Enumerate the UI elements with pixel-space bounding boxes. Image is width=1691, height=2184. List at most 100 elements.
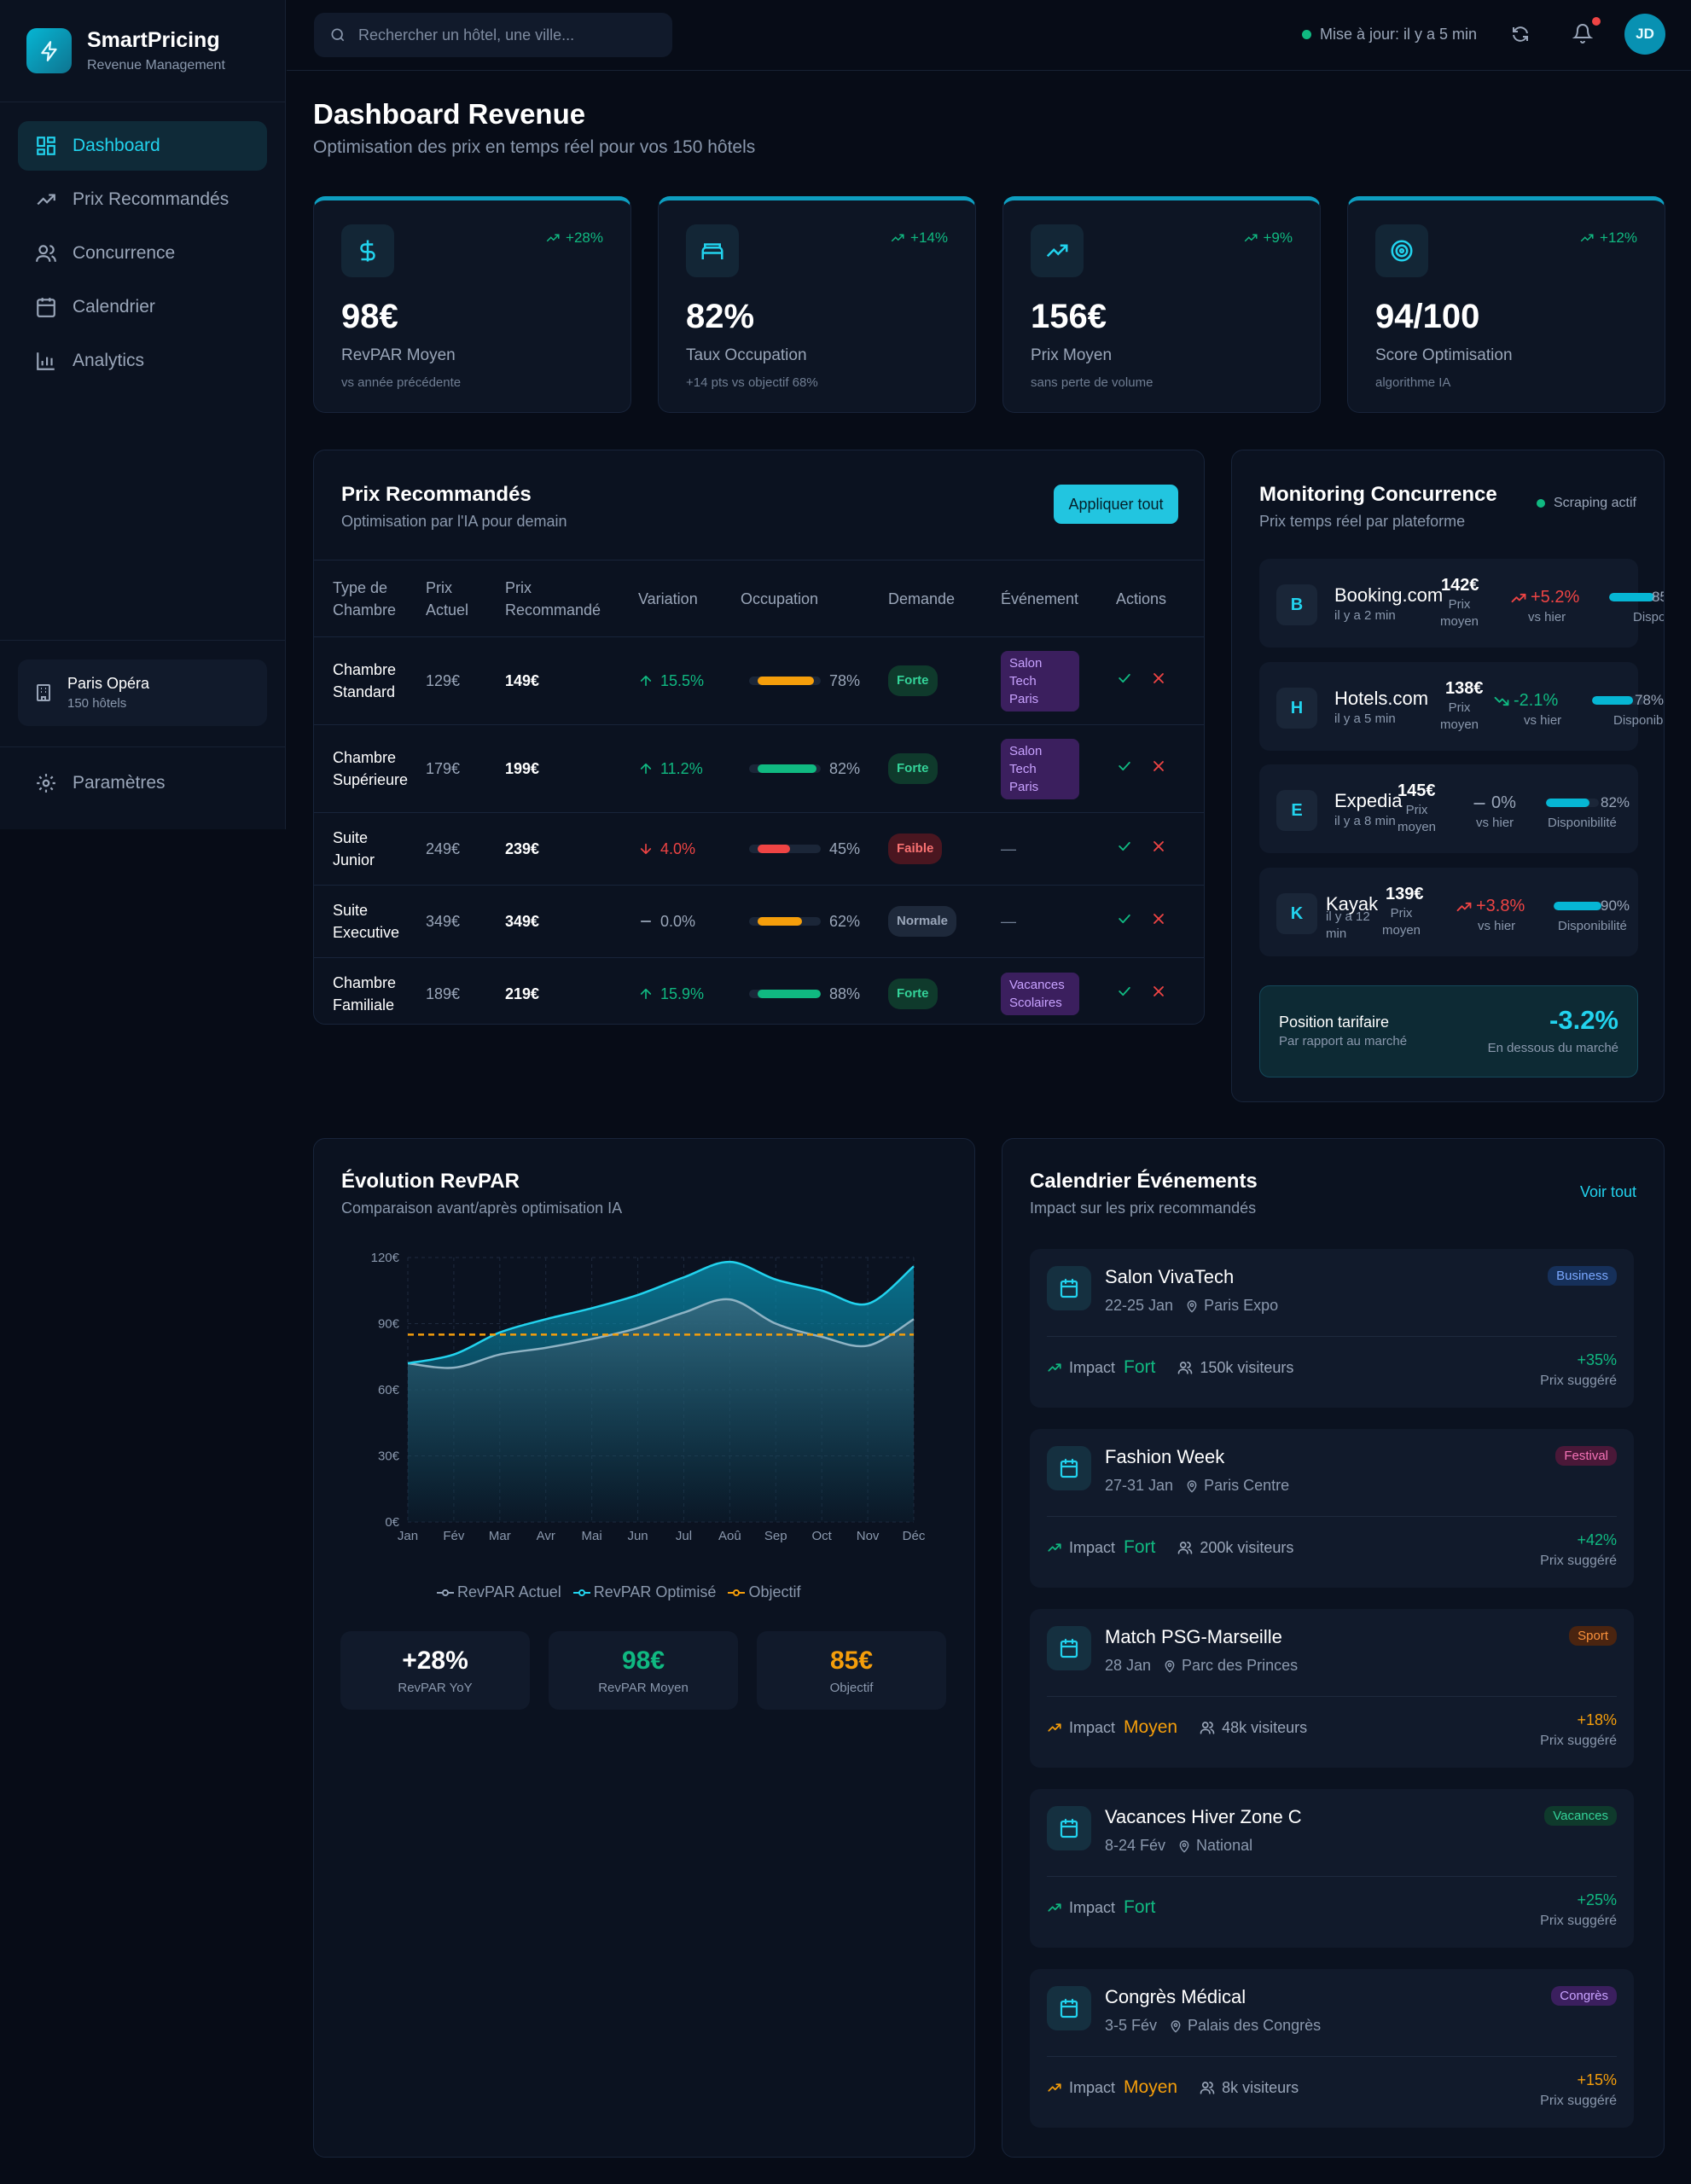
brand-subtitle: Revenue Management <box>87 58 225 73</box>
kpi-note: vs année précédente <box>341 375 462 390</box>
stat-value: +28% <box>402 1647 468 1675</box>
event-item[interactable]: Fashion Week 27-31 Jan Paris Centre Festiva… <box>1030 1429 1634 1588</box>
divider <box>0 640 286 641</box>
card-subtitle: Prix temps réel par plateforme <box>1259 513 1466 530</box>
competitor-row[interactable]: E Expedia il y a 8 min 145€ Prix moyen 0% vs hi… <box>1259 764 1638 853</box>
approve-button[interactable] <box>1116 910 1133 933</box>
event-price-change: +42% <box>1577 1531 1617 1548</box>
close-icon <box>1153 840 1164 851</box>
room-line: Suite <box>333 902 369 919</box>
calendar-icon <box>1060 1818 1078 1838</box>
event-item[interactable]: Salon VivaTech 22-25 Jan Paris Expo Busines… <box>1030 1249 1634 1408</box>
cell-current-price: 129€ <box>426 636 505 725</box>
event-item[interactable]: Match PSG-Marseille 28 Jan Parc des Prince… <box>1030 1609 1634 1768</box>
cell-variation: 11.2% <box>638 724 741 813</box>
competitor-row[interactable]: K Kayak il y a 12 min 139€ Prix moyen +3.8% vs h… <box>1259 868 1638 956</box>
room-line: Suite <box>333 829 369 846</box>
event-text: Salon <box>1009 743 1043 758</box>
reject-button[interactable] <box>1150 758 1167 781</box>
sidebar-item-calendrier[interactable]: Calendrier <box>18 282 267 332</box>
occupation-value: 88% <box>829 985 861 1002</box>
availability-value: 85% <box>1652 589 1664 605</box>
availability-value: 90% <box>1601 897 1630 914</box>
variation-value: +5.2% <box>1531 588 1580 607</box>
cell-current-price: 179€ <box>426 724 505 813</box>
cell-event: Vacances Scolaires <box>1001 957 1116 1024</box>
occupation-value: 62% <box>829 913 861 930</box>
hotel-selector[interactable]: Paris Opéra 150 hôtels <box>18 659 267 726</box>
scraping-status: Scraping actif <box>1537 496 1636 511</box>
avatar[interactable]: JD <box>1624 14 1665 55</box>
trending-up-icon <box>1048 1723 1061 1732</box>
calendar-icon <box>1060 1458 1078 1478</box>
occupation-bar <box>749 677 821 685</box>
see-all-link[interactable]: Voir tout <box>1579 1183 1636 1200</box>
trending-up-icon <box>1048 2083 1061 2092</box>
map-pin-icon <box>1187 1479 1197 1492</box>
kpi-change-value: +28% <box>566 229 603 246</box>
event-text: Tech <box>1009 673 1037 688</box>
refresh-icon[interactable] <box>1510 24 1531 49</box>
competitor-row[interactable]: B Booking.com il y a 2 min 142€ Prix moyen +5.… <box>1259 559 1664 648</box>
table-row: Chambre Standard 129€ 149€ 15.5% 78% Forte Salo… <box>314 636 1204 725</box>
event-item[interactable]: Congrès Médical 3-5 Fév Palais des Congrès… <box>1030 1969 1634 2128</box>
calendar-icon <box>37 298 55 317</box>
event-name: Fashion Week <box>1105 1446 1225 1467</box>
event-item[interactable]: Vacances Hiver Zone C 8-24 Fév National Vac… <box>1030 1789 1634 1948</box>
sidebar-item-analytics[interactable]: Analytics <box>18 336 267 386</box>
apply-all-button[interactable]: Appliquer tout <box>1054 485 1178 524</box>
competitor-updated: il y a 2 min <box>1334 608 1396 623</box>
column-header: Prix Actuel <box>426 560 505 637</box>
cell-room: Chambre Standard <box>314 636 426 725</box>
cell-variation: 0.0% <box>638 885 741 958</box>
series-area-actuel <box>408 1298 914 1522</box>
competitor-variation: -2.1% <box>1493 691 1558 711</box>
sidebar-item-dashboard[interactable]: Dashboard <box>18 121 267 171</box>
event-tag: Vacances <box>1544 1806 1617 1826</box>
visitors: 8k visiteurs <box>1200 2079 1299 2097</box>
trending-up-icon <box>1031 224 1084 277</box>
close-icon <box>1153 672 1164 683</box>
occupation-value: 45% <box>829 840 861 857</box>
search-input[interactable] <box>358 26 648 44</box>
variation-value: +3.8% <box>1476 897 1525 915</box>
sidebar-item-parametres[interactable]: Paramètres <box>35 772 166 794</box>
kpi-label: Score Optimisation <box>1375 346 1513 364</box>
calendar-icon <box>1047 1806 1091 1850</box>
legend-item: RevPAR Optimisé <box>572 1583 716 1601</box>
approve-button[interactable] <box>1116 670 1133 693</box>
competitor-name: Booking.com <box>1334 584 1444 606</box>
column-header: Type de Chambre <box>314 560 426 637</box>
trending-up-icon <box>891 234 904 242</box>
approve-button[interactable] <box>1116 758 1133 781</box>
approve-button[interactable] <box>1116 838 1133 861</box>
updated-line: min <box>1326 926 1347 941</box>
competitor-variation: +5.2% <box>1510 588 1579 607</box>
reject-button[interactable] <box>1150 670 1167 693</box>
reject-button[interactable] <box>1150 983 1167 1006</box>
calendar-icon <box>1060 1278 1078 1298</box>
divider <box>1047 1336 1617 1337</box>
approve-button[interactable] <box>1116 983 1133 1006</box>
sidebar-item-prix[interactable]: Prix Recommandés <box>18 175 267 224</box>
prices-table: Type de Chambre Prix Actuel Prix Recommandé… <box>314 560 1204 1024</box>
reject-button[interactable] <box>1150 838 1167 861</box>
kpi-label: Taux Occupation <box>686 346 807 364</box>
cell-recommended-price: 219€ <box>505 957 638 1024</box>
occupation-fill <box>758 677 814 685</box>
x-tick-label: Jun <box>627 1529 648 1543</box>
competitor-row[interactable]: H Hotels.com il y a 5 min 138€ Prix moyen -2.1… <box>1259 662 1664 751</box>
bell-icon[interactable] <box>1572 23 1594 48</box>
sidebar-item-concurrence[interactable]: Concurrence <box>18 229 267 278</box>
kpi-change-value: +9% <box>1263 229 1293 246</box>
competitor-updated: il y a 5 min <box>1334 712 1396 726</box>
legend-label: RevPAR Actuel <box>457 1583 561 1600</box>
close-icon <box>1153 913 1164 924</box>
reject-button[interactable] <box>1150 910 1167 933</box>
bed-icon <box>686 224 739 277</box>
search-bar[interactable] <box>314 13 672 57</box>
users-icon <box>36 245 56 262</box>
suggest-label: Prix suggéré <box>1540 1554 1617 1568</box>
update-status: Mise à jour: il y a 5 min <box>1302 26 1477 44</box>
y-tick-label: 0€ <box>385 1515 399 1530</box>
